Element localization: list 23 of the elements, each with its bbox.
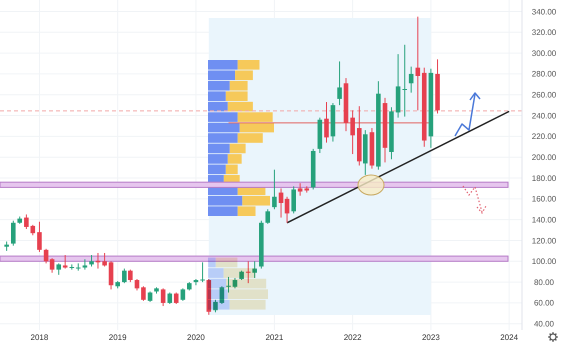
y-tick-label: 240.00 xyxy=(532,111,557,120)
x-tick-label: 2022 xyxy=(344,333,362,342)
y-tick-label: 220.00 xyxy=(532,132,557,142)
x-tick-label: 2018 xyxy=(30,333,49,342)
y-tick-label: 320.00 xyxy=(532,28,557,38)
x-tick-label: 2021 xyxy=(266,333,284,342)
y-tick-label: 120.00 xyxy=(532,236,557,246)
y-tick-label: 280.00 xyxy=(532,70,557,79)
x-tick-label: 2019 xyxy=(108,333,128,342)
y-tick-label: 60.00 xyxy=(534,298,555,308)
y-tick-label: 80.00 xyxy=(534,278,555,287)
x-tick-label: 2023 xyxy=(422,333,440,342)
y-tick-label: 200.00 xyxy=(532,152,557,162)
y-tick-label: 100.00 xyxy=(532,257,557,266)
y-tick-label: 340.00 xyxy=(532,7,557,16)
y-tick-label: 160.00 xyxy=(532,194,557,204)
x-tick-label: 2024 xyxy=(500,333,519,342)
y-tick-label: 300.00 xyxy=(532,48,557,58)
x-tick-label: 2020 xyxy=(187,333,206,342)
y-tick-label: 40.00 xyxy=(534,320,555,329)
y-tick-label: 140.00 xyxy=(532,215,557,224)
y-tick-label: 260.00 xyxy=(532,90,557,100)
y-tick-label: 180.00 xyxy=(532,174,557,183)
